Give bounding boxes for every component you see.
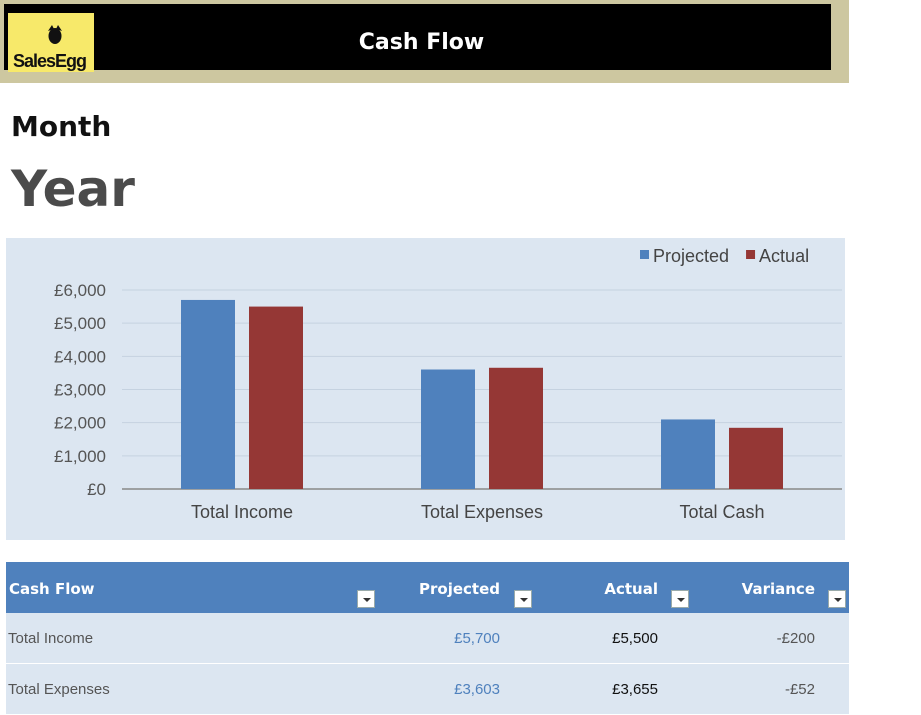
column-header-projected: Projected	[419, 580, 500, 598]
column-header-variance: Variance	[741, 580, 815, 598]
year-label: Year	[11, 160, 135, 218]
filter-dropdown-actual[interactable]	[671, 590, 689, 608]
y-tick-label: £6,000	[54, 281, 106, 300]
egg-icon	[48, 25, 62, 44]
header-banner: SalesEgg Cash Flow	[0, 0, 849, 83]
variance-value: -£52	[784, 681, 815, 698]
sales-egg-logo: SalesEgg	[8, 13, 94, 72]
y-tick-label: £5,000	[54, 314, 106, 333]
x-category-label: Total Cash	[679, 502, 764, 522]
projected-value: £5,700	[454, 630, 500, 647]
month-label: Month	[11, 110, 112, 143]
bar-projected	[421, 369, 475, 489]
y-tick-label: £1,000	[54, 447, 106, 466]
bar-projected	[661, 419, 715, 489]
row-label: Total Income	[8, 630, 94, 647]
bar-projected	[181, 299, 235, 489]
actual-value: £3,655	[612, 681, 658, 698]
cash-flow-chart: £0 £1,000 £2,000 £3,000 £4,000 £5,000 £6,000 To…	[6, 238, 845, 540]
header-bar: SalesEgg Cash Flow	[4, 4, 831, 72]
column-header-cash-flow: Cash Flow	[9, 580, 95, 598]
cash-flow-table: Cash Flow Projected Actual Variance Tota…	[6, 562, 849, 715]
y-tick-label: £2,000	[54, 414, 106, 433]
legend-swatch-actual	[746, 250, 756, 259]
page-title: Cash Flow	[358, 30, 485, 55]
legend-swatch-projected	[640, 250, 649, 259]
column-header-actual: Actual	[604, 580, 658, 598]
logo-text: SalesEgg	[13, 51, 87, 71]
x-category-label: Total Income	[191, 502, 293, 522]
table-header: Cash Flow Projected Actual Variance	[6, 562, 849, 613]
table-row[interactable]: Total Expenses £3,603 £3,655 -£52	[6, 664, 849, 715]
bar-actual	[729, 427, 783, 489]
y-tick-label: £4,000	[54, 347, 106, 366]
projected-value: £3,603	[454, 681, 500, 698]
table-row[interactable]: Total Income £5,700 £5,500 -£200	[6, 613, 849, 664]
y-tick-label: £3,000	[54, 381, 106, 400]
actual-value: £5,500	[612, 630, 658, 647]
y-tick-label: £0	[87, 480, 106, 499]
bar-actual	[489, 367, 543, 489]
chart-canvas: £0 £1,000 £2,000 £3,000 £4,000 £5,000 £6,000 To…	[54, 246, 842, 522]
filter-dropdown-cash-flow[interactable]	[357, 590, 375, 608]
bar-actual	[249, 306, 303, 489]
row-label: Total Expenses	[8, 681, 110, 698]
legend-label-actual: Actual	[759, 246, 809, 266]
filter-dropdown-projected[interactable]	[514, 590, 532, 608]
variance-value: -£200	[776, 630, 815, 647]
legend-label-projected: Projected	[653, 246, 729, 266]
filter-dropdown-variance[interactable]	[828, 590, 846, 608]
x-category-label: Total Expenses	[421, 502, 543, 522]
